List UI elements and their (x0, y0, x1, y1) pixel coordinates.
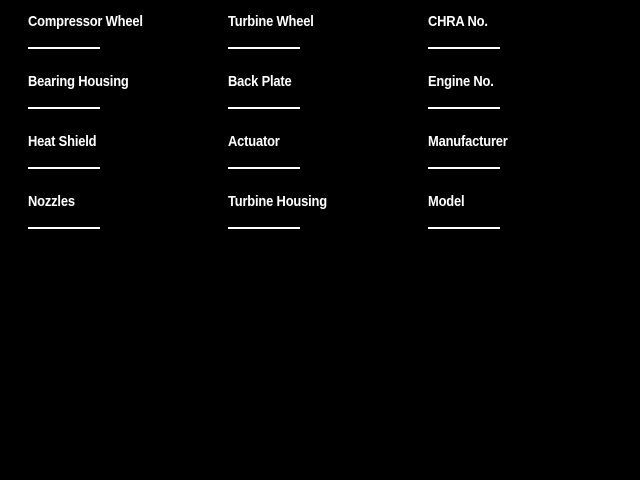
field-value[interactable] (28, 92, 100, 106)
field-label: Manufacturer (428, 133, 508, 150)
field-label: Nozzles (28, 193, 75, 210)
field-underline[interactable] (28, 227, 100, 229)
field-underline[interactable] (28, 47, 100, 49)
field-label: Model (428, 193, 465, 210)
field-back-plate: Back Plate (228, 74, 428, 134)
field-label: Back Plate (228, 73, 292, 90)
field-value[interactable] (28, 152, 100, 166)
field-underline[interactable] (28, 107, 100, 109)
field-label: CHRA No. (428, 13, 488, 30)
field-label: Heat Shield (28, 133, 97, 150)
field-underline[interactable] (428, 167, 500, 169)
field-turbine-wheel: Turbine Wheel (228, 14, 428, 74)
field-value[interactable] (228, 212, 300, 226)
field-underline[interactable] (428, 227, 500, 229)
field-bearing-housing: Bearing Housing (28, 74, 228, 134)
field-underline[interactable] (28, 167, 100, 169)
field-underline[interactable] (428, 107, 500, 109)
field-turbine-housing: Turbine Housing (228, 194, 428, 254)
field-underline[interactable] (228, 107, 300, 109)
field-value[interactable] (428, 212, 500, 226)
field-underline[interactable] (428, 47, 500, 49)
field-engine-no: Engine No. (428, 74, 628, 134)
field-model: Model (428, 194, 628, 254)
field-value[interactable] (228, 32, 300, 46)
field-compressor-wheel: Compressor Wheel (28, 14, 228, 74)
field-label: Bearing Housing (28, 73, 129, 90)
field-heat-shield: Heat Shield (28, 134, 228, 194)
field-label: Actuator (228, 133, 280, 150)
field-value[interactable] (228, 152, 300, 166)
field-label: Turbine Wheel (228, 13, 314, 30)
field-manufacturer: Manufacturer (428, 134, 628, 194)
field-value[interactable] (428, 32, 500, 46)
field-grid: Compressor Wheel Turbine Wheel CHRA No. … (28, 14, 628, 254)
field-underline[interactable] (228, 167, 300, 169)
field-value[interactable] (28, 32, 100, 46)
field-value[interactable] (428, 152, 500, 166)
field-label: Compressor Wheel (28, 13, 143, 30)
field-label: Turbine Housing (228, 193, 327, 210)
field-label: Engine No. (428, 73, 494, 90)
field-nozzles: Nozzles (28, 194, 228, 254)
field-underline[interactable] (228, 47, 300, 49)
field-value[interactable] (228, 92, 300, 106)
field-value[interactable] (28, 212, 100, 226)
field-value[interactable] (428, 92, 500, 106)
field-actuator: Actuator (228, 134, 428, 194)
field-underline[interactable] (228, 227, 300, 229)
field-chra-no: CHRA No. (428, 14, 628, 74)
